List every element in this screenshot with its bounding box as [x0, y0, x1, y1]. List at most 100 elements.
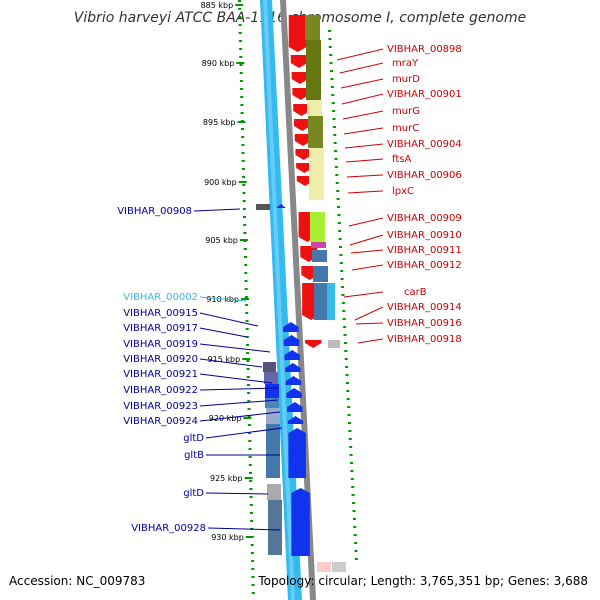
left-gene-leader [199, 358, 263, 368]
tick-dot [334, 166, 338, 168]
tick-dot [348, 430, 352, 432]
kbp-label: 885 kbp [201, 1, 234, 10]
right-gene-label: murD [392, 74, 420, 85]
tick-dot [333, 142, 337, 144]
tick-dot [341, 286, 344, 288]
tick-dot [328, 30, 331, 32]
left-gene-label: VIBHAR_00922 [123, 385, 198, 396]
tick-dot [349, 446, 353, 448]
left-gene-leader [199, 312, 259, 327]
tick-dot [350, 478, 354, 480]
cog-block-reverse [266, 424, 280, 478]
tick-dot [248, 464, 252, 466]
right-gene-leader [339, 62, 384, 74]
tick-dot [353, 534, 357, 536]
tick-dot [244, 264, 248, 266]
cog-block-forward [328, 340, 340, 348]
cog-block-forward-accent [327, 283, 335, 320]
kbp-label: 910 kbp [206, 295, 239, 304]
left-gene-label: VIBHAR_00919 [123, 339, 198, 350]
tick-dot [246, 352, 250, 354]
kbp-label: 905 kbp [205, 236, 238, 245]
cog-block-forward [309, 148, 324, 200]
tick-dot [348, 438, 352, 440]
tick-dot [335, 182, 339, 184]
tick-dot [249, 496, 253, 498]
tick-dot [246, 360, 250, 362]
tick-dot [336, 190, 340, 192]
tick-dot [245, 304, 249, 306]
left-gene-leader [199, 399, 279, 407]
right-gene-leader [354, 306, 384, 321]
tick-dot [328, 38, 332, 40]
kbp-label: 925 kbp [210, 474, 243, 483]
cog-layer [256, 15, 346, 572]
tick-dot [250, 544, 254, 546]
tick-dot [244, 256, 247, 258]
cog-block-reverse [256, 204, 270, 210]
tick-dot [238, 24, 242, 26]
tick-dot [344, 358, 348, 360]
tick-dot [354, 558, 358, 560]
left-gene-label: VIBHAR_00923 [123, 401, 198, 412]
tick-dot [238, 40, 242, 42]
cog-block-reverse [268, 500, 282, 555]
kbp-label: 915 kbp [208, 355, 241, 364]
cog-block-reverse [265, 384, 279, 398]
tick-dot [351, 486, 355, 488]
tick-dot [244, 280, 248, 282]
tick-dot [251, 584, 255, 586]
tick-dot [345, 366, 349, 368]
left-gene-label: VIBHAR_00928 [131, 523, 206, 534]
tick-dot [239, 56, 243, 58]
left-gene-label: VIBHAR_00920 [123, 354, 198, 365]
tick-dot [248, 432, 252, 434]
right-gene-leader [342, 110, 384, 120]
tick-dot [243, 232, 247, 234]
tick-dot [245, 312, 249, 314]
tick-dot [344, 350, 348, 352]
tick-dot [341, 302, 345, 304]
tick-dot [340, 270, 344, 272]
tick-dot [337, 206, 340, 208]
reverse-gene-arrow [283, 335, 300, 346]
tick-dot [241, 168, 245, 170]
right-gene-leader [349, 234, 384, 246]
tick-dot [338, 230, 342, 232]
tick-dot [239, 72, 243, 74]
tick-dot [342, 310, 346, 312]
forward-gene-arrow [296, 163, 313, 173]
tick-dot [241, 136, 245, 138]
tick-dot [246, 344, 249, 346]
right-gene-label: VIBHAR_00901 [387, 89, 462, 100]
label-layer: 885 kbp 890 kbp 895 kbp 900 kbp 905 kbp 910 k… [117, 1, 462, 542]
tick-dot [331, 94, 335, 96]
tick-dot [249, 504, 253, 506]
tick-dot [248, 456, 252, 458]
right-gene-label: VIBHAR_00914 [387, 302, 462, 313]
tick-dot [334, 150, 338, 152]
backbone-band [280, 0, 316, 600]
left-gene-leader [205, 492, 269, 495]
right-gene-label: mraY [392, 58, 419, 69]
right-gene-label: VIBHAR_00898 [387, 44, 462, 55]
left-gene-label: gltD [183, 433, 204, 444]
cog-block-forward [312, 250, 327, 262]
tick-dot [343, 326, 347, 328]
tick-dot [245, 336, 249, 338]
right-gene-leader [348, 217, 384, 227]
kbp-label: 895 kbp [203, 118, 236, 127]
tick-dot [243, 216, 246, 218]
right-gene-label: VIBHAR_00904 [387, 139, 462, 150]
right-gene-leader [336, 48, 384, 61]
tick-dot [332, 118, 336, 120]
right-gene-label: lpxC [392, 186, 414, 197]
reverse-gene-arrow [287, 402, 303, 412]
right-gene-label: VIBHAR_00916 [387, 318, 462, 329]
right-gene-label: VIBHAR_00911 [387, 245, 462, 256]
forward-gene-arrow [292, 88, 309, 100]
right-gene-leader [343, 127, 384, 135]
tick-dot [239, 64, 243, 66]
tick-dot [247, 392, 251, 394]
